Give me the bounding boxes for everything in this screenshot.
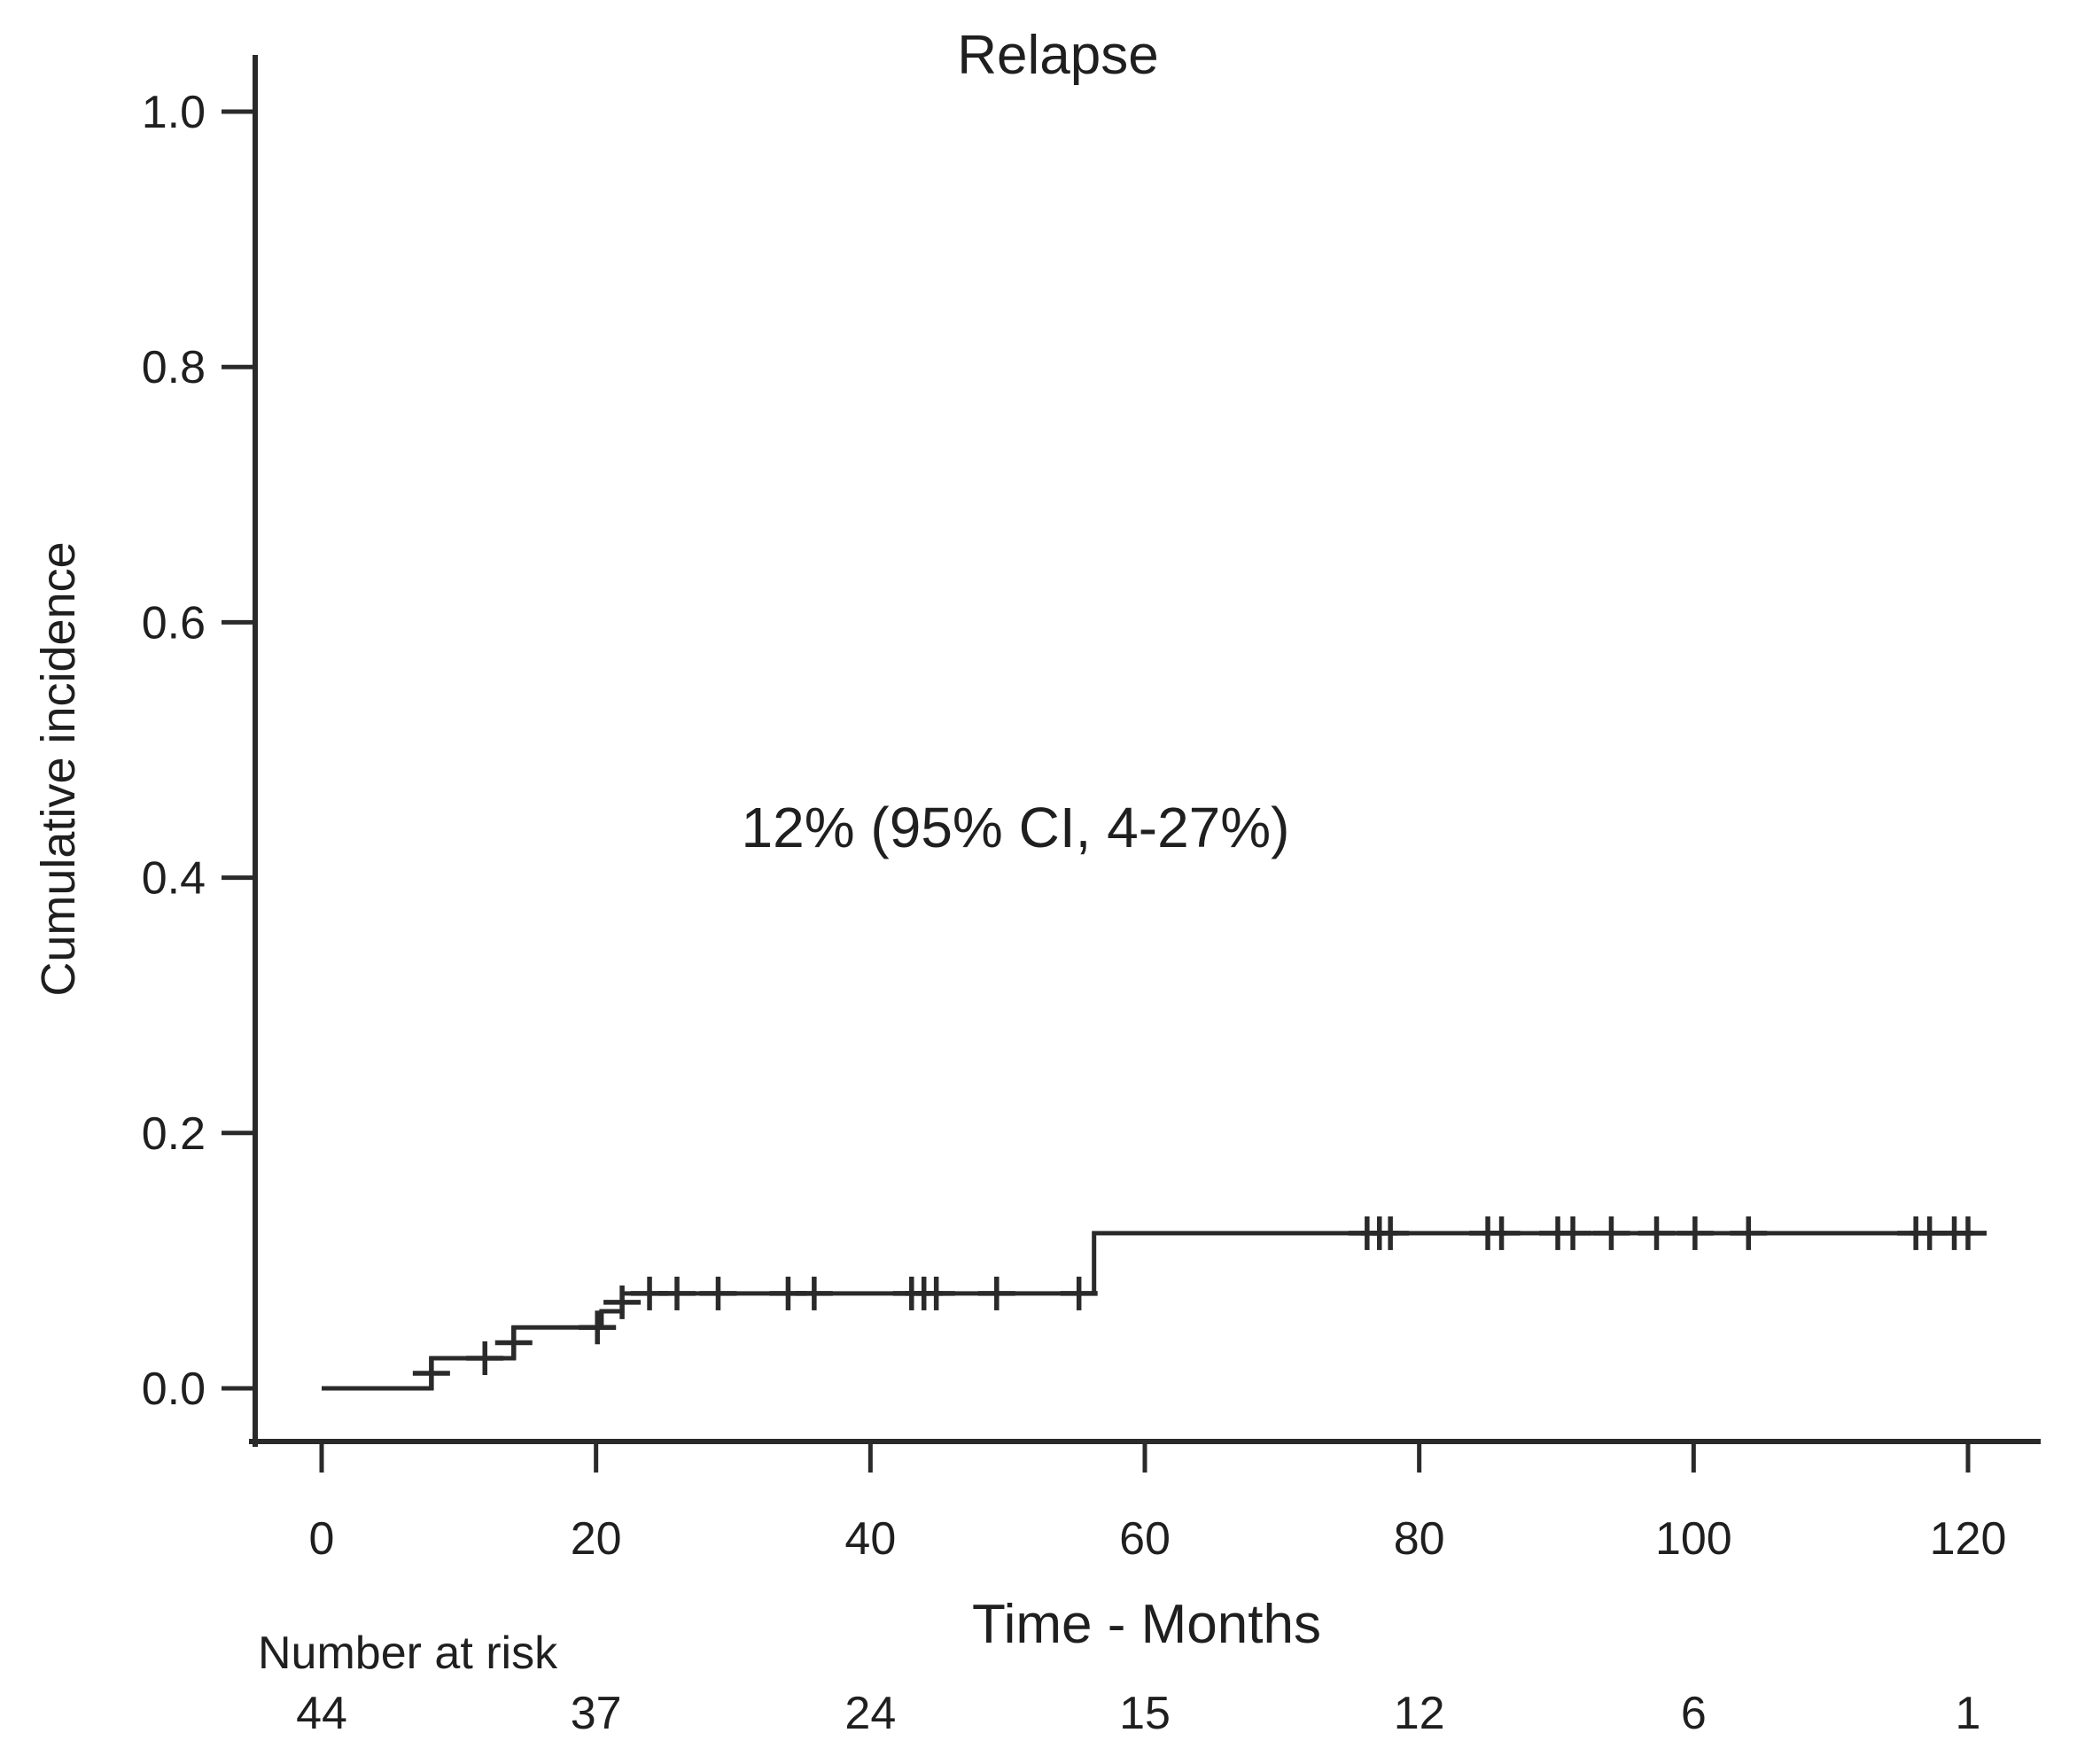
- chart-title: Relapse: [957, 25, 1159, 86]
- x-tick-label: 120: [1930, 1513, 2007, 1565]
- number-at-risk-value: 44: [296, 1688, 347, 1739]
- x-tick-label: 60: [1119, 1513, 1171, 1565]
- x-axis-label: Time - Months: [972, 1594, 1321, 1655]
- x-tick-label: 0: [309, 1513, 335, 1565]
- number-at-risk-label: Number at risk: [258, 1628, 558, 1679]
- axes: [249, 55, 2041, 1447]
- number-at-risk-value: 6: [1681, 1688, 1707, 1739]
- x-tick-label: 80: [1394, 1513, 1445, 1565]
- number-at-risk-value: 37: [571, 1688, 622, 1739]
- y-tick-label: 1.0: [142, 87, 206, 138]
- censor-marks: [412, 1216, 1987, 1390]
- number-at-risk-row: 44 37 24 15 12 6 1: [296, 1688, 1980, 1739]
- x-axis-ticks: 0 20 40 60 80 100 120: [309, 1442, 2007, 1565]
- number-at-risk-value: 12: [1394, 1688, 1445, 1739]
- y-tick-label: 0.0: [142, 1364, 206, 1415]
- x-tick-label: 40: [844, 1513, 896, 1565]
- x-tick-label: 100: [1655, 1513, 1732, 1565]
- cumulative-incidence-curve: [322, 1231, 1972, 1391]
- y-tick-label: 0.6: [142, 597, 206, 649]
- y-axis-ticks: 0.0 0.2 0.4 0.6 0.8 1.0: [142, 87, 255, 1415]
- number-at-risk-value: 24: [844, 1688, 896, 1739]
- y-tick-label: 0.4: [142, 853, 206, 905]
- y-tick-label: 0.8: [142, 342, 206, 393]
- y-tick-label: 0.2: [142, 1108, 206, 1160]
- number-at-risk-value: 15: [1119, 1688, 1171, 1739]
- estimate-annotation: 12% (95% CI, 4-27%): [741, 796, 1290, 859]
- y-axis-label: Cumulative incidence: [32, 541, 85, 997]
- x-tick-label: 20: [571, 1513, 622, 1565]
- number-at-risk-value: 1: [1956, 1688, 1981, 1739]
